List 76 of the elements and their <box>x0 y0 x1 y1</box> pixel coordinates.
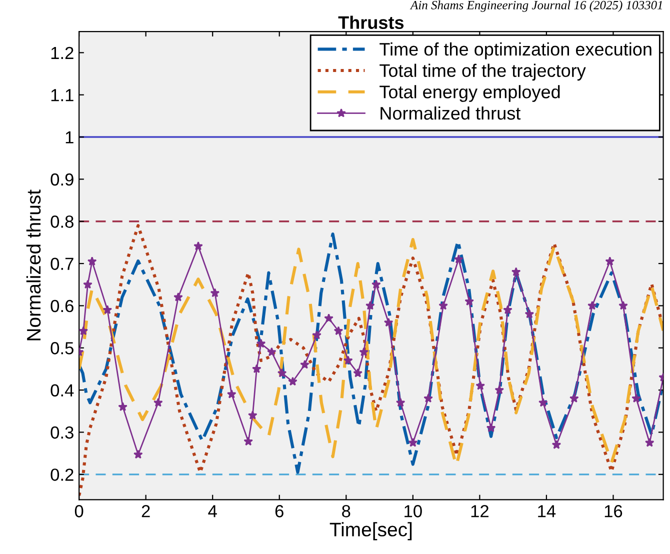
point <box>252 364 262 374</box>
point <box>464 296 474 306</box>
point <box>244 436 253 446</box>
point <box>552 440 562 449</box>
y-tick-label: 0.8 <box>50 216 74 228</box>
point <box>570 394 579 403</box>
x-tick-label: 10 <box>404 505 422 518</box>
y-tick-label: 1.1 <box>51 89 74 102</box>
point <box>384 318 394 327</box>
text: Ain Shams Engineering Journal 16 (2025) 103301 <box>410 0 662 12</box>
legend-label: Total time of the trajectory <box>380 64 586 81</box>
point <box>644 438 654 447</box>
point <box>524 309 534 318</box>
point <box>424 394 433 403</box>
legend-label: Total energy employed <box>380 85 560 102</box>
point <box>396 398 406 407</box>
x-axis-title: Time[sec] <box>330 522 412 540</box>
point <box>343 356 353 365</box>
y-tick-label: 0.3 <box>50 426 74 439</box>
x-tick-label: 8 <box>342 505 350 518</box>
point <box>494 385 504 394</box>
point <box>486 423 496 432</box>
point <box>632 394 641 403</box>
legend-label: Normalized thrust <box>380 106 521 120</box>
point <box>267 347 276 356</box>
point <box>256 338 266 348</box>
point <box>248 410 258 420</box>
point <box>588 300 597 310</box>
y-tick-label: 0.7 <box>50 258 74 270</box>
point <box>312 330 322 340</box>
point <box>454 254 464 264</box>
point <box>476 380 486 390</box>
y-tick-label: 0.4 <box>50 384 74 397</box>
point <box>133 450 143 459</box>
x-tick-label: 14 <box>538 505 556 518</box>
y-tick-label: 0.9 <box>50 173 74 186</box>
point <box>226 389 236 398</box>
point <box>605 256 615 266</box>
y-tick-label: 1.2 <box>51 46 74 59</box>
x-tick-label: 0 <box>74 505 84 518</box>
point <box>300 360 310 369</box>
point <box>277 368 287 378</box>
legend-label: Time of the optimization execution <box>380 42 652 60</box>
point <box>359 347 368 356</box>
chart-title: Thrusts <box>338 16 404 29</box>
point <box>438 300 448 310</box>
x-tick-label: 2 <box>142 505 150 518</box>
point <box>511 267 521 276</box>
y-tick-label: 1 <box>66 131 74 144</box>
y-tick-label: 0.2 <box>50 468 74 481</box>
x-tick-label: 12 <box>471 505 488 518</box>
point <box>87 256 97 266</box>
point <box>118 402 128 411</box>
y-tick-label: 0.6 <box>50 300 74 312</box>
x-tick-label: 4 <box>208 505 217 518</box>
x-tick-label: 6 <box>275 505 284 518</box>
point <box>324 314 334 322</box>
point <box>538 398 548 407</box>
point <box>408 438 418 447</box>
point <box>618 300 628 310</box>
point <box>353 368 362 378</box>
point <box>372 280 381 289</box>
point <box>154 398 163 407</box>
point <box>79 326 88 336</box>
point <box>503 305 512 314</box>
point <box>102 305 112 314</box>
point <box>83 280 92 289</box>
point <box>174 292 183 302</box>
point <box>288 376 298 386</box>
point <box>366 300 375 310</box>
y-tick-label: 0.5 <box>50 342 74 354</box>
y-axis-title: Normalized thrust <box>26 190 41 340</box>
point <box>210 288 220 298</box>
point <box>194 241 203 250</box>
point <box>334 326 344 336</box>
x-tick-label: 16 <box>604 505 622 518</box>
